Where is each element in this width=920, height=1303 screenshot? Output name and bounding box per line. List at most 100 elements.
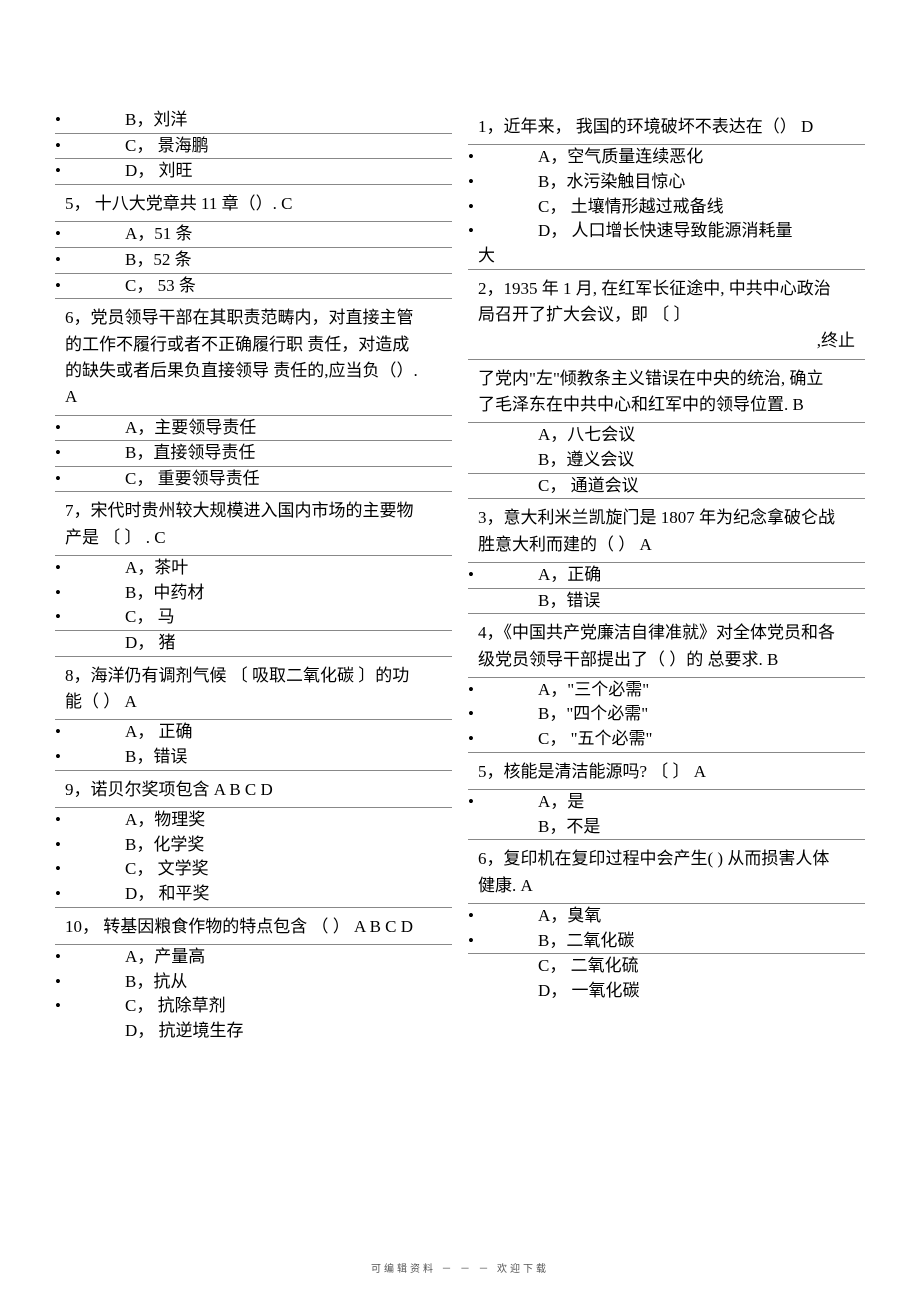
list-item: •C， 53 条 (55, 274, 452, 300)
list-item: •D， 和平奖 (55, 882, 452, 908)
list-item: •B，水污染触目惊心 (468, 170, 865, 195)
list-item: •A，51 条 (55, 222, 452, 248)
option-text: A，51 条 (125, 224, 193, 243)
option-text: A，产量高 (125, 947, 205, 966)
option-text: B，52 条 (125, 250, 192, 269)
list-item: •B，二氧化碳 (468, 929, 865, 955)
list-item: •C， 二氧化硫 (468, 954, 865, 979)
option-text: D， 和平奖 (125, 884, 210, 903)
option-text: A，八七会议 (538, 425, 635, 444)
two-column-layout: •B，刘洋 •C， 景海鹏 •D， 刘旺 5， 十八大党章共 11 章（）. C… (55, 108, 865, 1044)
option-text: A，物理奖 (125, 810, 205, 829)
list-item: •C， 重要领导责任 (55, 467, 452, 493)
question-9: 9，诺贝尔奖项包含 A B C D (55, 771, 452, 808)
list-item: •A，臭氧 (468, 904, 865, 929)
option-text: D， 人口增长快速导致能源消耗量 (538, 221, 793, 240)
option-text: D， 猪 (125, 633, 176, 652)
list-item: •B，中药材 (55, 581, 452, 606)
list-item: •A， 正确 (55, 720, 452, 745)
question-r3: 3，意大利米兰凯旋门是 1807 年为纪念拿破仑战胜意大利而建的（ ） A (468, 499, 865, 563)
option-text: B，错误 (125, 747, 187, 766)
option-text: C， 抗除草剂 (125, 996, 226, 1015)
option-text: B，直接领导责任 (125, 443, 255, 462)
question-r6: 6，复印机在复印过程中会产生( ) 从而损害人体健康. A (468, 840, 865, 904)
list-item: •C， 土壤情形越过戒备线 (468, 195, 865, 220)
option-text: B，"四个必需" (538, 704, 648, 723)
question-r2c: 了党内"左"倾教条主义错误在中央的统治, 确立了毛泽东在中共中心和红军中的领导位… (468, 360, 865, 424)
list-item: •A，正确 (468, 563, 865, 589)
list-item: •A，八七会议 (468, 423, 865, 448)
question-10: 10， 转基因粮食作物的特点包含 （ ） A B C D (55, 908, 452, 945)
option-text: C， 重要领导责任 (125, 469, 260, 488)
option-text: C， 土壤情形越过戒备线 (538, 197, 724, 216)
list-item: •B，抗从 (55, 970, 452, 995)
list-item: •C， 通道会议 (468, 474, 865, 500)
list-item: •A，茶叶 (55, 556, 452, 581)
option-text: B，化学奖 (125, 835, 204, 854)
option-text: D， 刘旺 (125, 161, 193, 180)
option-text: A，茶叶 (125, 558, 188, 577)
list-item: •A，产量高 (55, 945, 452, 970)
option-text: A，臭氧 (538, 906, 601, 925)
option-text: B，水污染触目惊心 (538, 172, 685, 191)
list-item: •B，52 条 (55, 248, 452, 274)
list-item: •C， 马 (55, 605, 452, 631)
option-text: C， 二氧化硫 (538, 956, 639, 975)
option-text: B，遵义会议 (538, 450, 634, 469)
question-8: 8，海洋仍有调剂气候 〔 吸取二氧化碳 〕的功能（ ） A (55, 657, 452, 721)
option-text: C， "五个必需" (538, 729, 652, 748)
question-5: 5， 十八大党章共 11 章（）. C (55, 185, 452, 222)
list-item: •B，不是 (468, 815, 865, 841)
list-item: •B，"四个必需" (468, 702, 865, 727)
option-text: C， 53 条 (125, 276, 196, 295)
list-item: •B，化学奖 (55, 833, 452, 858)
list-item: •A，空气质量连续恶化 (468, 145, 865, 170)
list-item: •C， 景海鹏 (55, 134, 452, 160)
list-item: •C， "五个必需" (468, 727, 865, 753)
list-item: •B，刘洋 (55, 108, 452, 134)
question-7: 7，宋代时贵州较大规模进入国内市场的主要物产是 〔 〕 . C (55, 492, 452, 556)
option-text: A，主要领导责任 (125, 418, 256, 437)
list-item: •A，主要领导责任 (55, 416, 452, 442)
option-text: B，中药材 (125, 583, 204, 602)
question-r2b: ,终止 (468, 328, 865, 359)
option-text: C， 文学奖 (125, 859, 209, 878)
question-r5: 5，核能是清洁能源吗? 〔 〕 A (468, 753, 865, 790)
list-item: •B，直接领导责任 (55, 441, 452, 467)
question-r1: 1，近年来， 我国的环境破坏不表达在（） D (468, 108, 865, 145)
option-text: B，错误 (538, 591, 600, 610)
option-continuation: 大 (468, 244, 865, 270)
option-text: C， 通道会议 (538, 476, 639, 495)
list-item: •B，遵义会议 (468, 448, 865, 474)
list-item: •A，是 (468, 790, 865, 815)
option-text: D， 一氧化碳 (538, 981, 640, 1000)
right-column: 1，近年来， 我国的环境破坏不表达在（） D •A，空气质量连续恶化 •B，水污… (468, 108, 865, 1044)
list-item: •A，"三个必需" (468, 678, 865, 703)
list-item: •C， 抗除草剂 (55, 994, 452, 1019)
left-column: •B，刘洋 •C， 景海鹏 •D， 刘旺 5， 十八大党章共 11 章（）. C… (55, 108, 452, 1044)
list-item: •D， 猪 (55, 631, 452, 657)
list-item: •D， 刘旺 (55, 159, 452, 185)
option-text: A，是 (538, 792, 584, 811)
list-item: •D， 一氧化碳 (468, 979, 865, 1004)
option-text: C， 景海鹏 (125, 136, 209, 155)
option-text: C， 马 (125, 607, 175, 626)
option-text: A，"三个必需" (538, 680, 649, 699)
option-text: D， 抗逆境生存 (125, 1021, 244, 1040)
page-footer: 可编辑资料 － － － 欢迎下载 (0, 1260, 920, 1275)
list-item: •D， 人口增长快速导致能源消耗量 (468, 219, 865, 244)
option-text: B，刘洋 (125, 110, 187, 129)
list-item: •A，物理奖 (55, 808, 452, 833)
option-text: A，空气质量连续恶化 (538, 147, 703, 166)
list-item: •D， 抗逆境生存 (55, 1019, 452, 1044)
option-text: B，不是 (538, 817, 600, 836)
option-text: A，正确 (538, 565, 601, 584)
question-r2: 2，1935 年 1 月, 在红军长征途中, 中共中心政治局召开了扩大会议，即 … (468, 270, 865, 329)
question-r4: 4，《中国共产党廉洁自律准就》对全体党员和各级党员领导干部提出了（ ）的 总要求… (468, 614, 865, 678)
question-6: 6，党员领导干部在其职责范畴内，对直接主管的工作不履行或者不正确履行职 责任，对… (55, 299, 452, 415)
option-text: B，抗从 (125, 972, 187, 991)
option-text: A， 正确 (125, 722, 193, 741)
list-item: •B，错误 (468, 589, 865, 615)
option-text: B，二氧化碳 (538, 931, 634, 950)
list-item: •C， 文学奖 (55, 857, 452, 882)
